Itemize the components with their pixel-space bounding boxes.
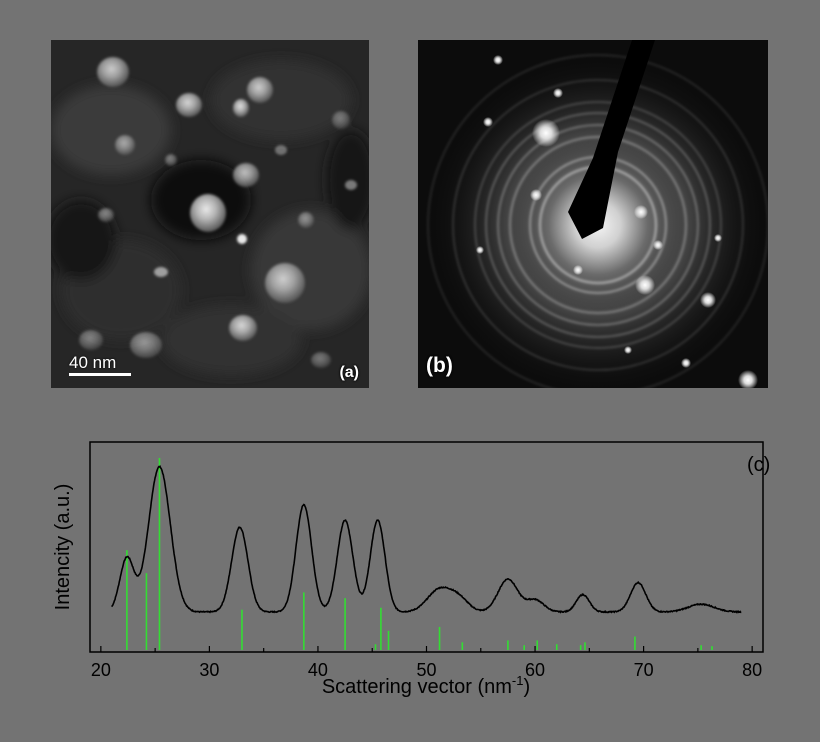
beam-stopper: [568, 40, 655, 239]
x-tick-label: 60: [525, 660, 545, 680]
reference-lines: [126, 458, 713, 650]
panel-label-b: (b): [426, 354, 453, 377]
scattering-curve: [111, 464, 742, 614]
texture-layer: [51, 60, 369, 375]
x-axis: 20 30 40 50 60 70 80: [91, 646, 762, 680]
x-tick-label: 70: [634, 660, 654, 680]
diffraction-image: [418, 40, 768, 388]
x-tick-label: 80: [742, 660, 762, 680]
diffraction-panel-b: (b): [418, 40, 768, 388]
panel-label-a: (a): [339, 364, 359, 381]
scale-bar: [69, 373, 131, 376]
plot-frame: [89, 441, 764, 653]
x-tick-label: 30: [199, 660, 219, 680]
x-tick-label: 40: [308, 660, 328, 680]
scale-bar-label: 40 nm: [69, 353, 117, 372]
panel-label-c: (c): [747, 454, 770, 476]
x-tick-label: 50: [416, 660, 436, 680]
chart-svg: 20 30 40 50 60 70 80 (c) Scattering vector (nm…: [52, 441, 770, 698]
chart-panel-c: 20 30 40 50 60 70 80 (c) Scattering vector (nm…: [0, 420, 820, 737]
grain-layer: [79, 57, 357, 368]
y-axis-label: Intencity (a.u.): [52, 484, 74, 611]
diffraction-spots: [476, 55, 758, 388]
x-tick-label: 20: [91, 660, 111, 680]
micrograph-panel-a: 40 nm (a): [51, 40, 369, 388]
micrograph-image: [51, 40, 369, 388]
x-axis-label: Scattering vector (nm-1): [322, 673, 530, 698]
diffraction-rings: [427, 54, 768, 388]
